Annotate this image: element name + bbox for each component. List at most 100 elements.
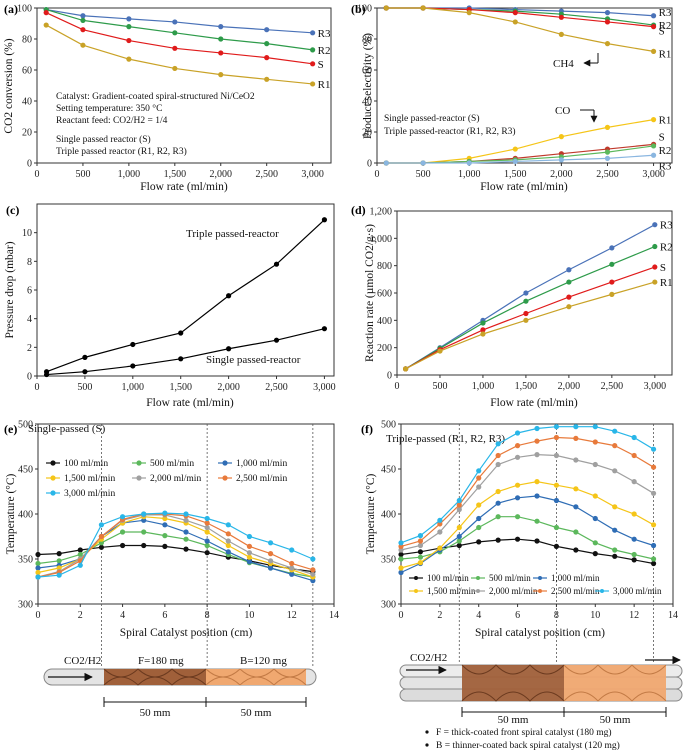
- panel-f-point-100-ml-min: [534, 538, 540, 544]
- panel-f-point-100-ml-min: [612, 553, 618, 559]
- panel-f-span-2: 50 mm: [600, 714, 631, 726]
- panel-b-point-s-ch4: [650, 24, 657, 30]
- panel-b-point-r1-co: [604, 124, 611, 130]
- panel-f-point-2-000-ml-min: [592, 461, 598, 468]
- panel-e-point-100-ml-min: [183, 546, 189, 552]
- panel-e-point-2-500-ml-min: [246, 543, 253, 550]
- panel-f-point-1-000-ml-min: [650, 542, 657, 549]
- panel-f-point-100-ml-min: [476, 539, 482, 545]
- panel-b-series-line-r1-ch4: [386, 7, 654, 52]
- panel-e-point-2-000-ml-min: [289, 565, 295, 571]
- panel-a-point-r1: [126, 56, 132, 62]
- panel-f-point-500-ml-min: [612, 547, 618, 553]
- panel-b-x-tick-label: 2,000: [550, 169, 573, 180]
- panel-e-x-axis-label: Spiral Catalyst position (cm): [120, 627, 253, 639]
- panel-e-point-1-000-ml-min: [289, 571, 295, 577]
- panel-f-dimension-ticks: [461, 707, 667, 717]
- panel-f-point-1-000-ml-min: [631, 536, 637, 542]
- panel-f-y-tick-label: 400: [381, 510, 396, 521]
- panel-e-point-100-ml-min: [98, 544, 105, 550]
- panel-b-point-r3-ch4: [604, 10, 611, 16]
- panel-b-point-r2-co: [604, 149, 611, 155]
- panel-e-point-500-ml-min: [162, 533, 168, 539]
- panel-c-y-tick-label: 10: [22, 228, 32, 239]
- panel-f-point-2-000-ml-min: [650, 490, 657, 496]
- panel-d-point-r1: [566, 304, 572, 310]
- panel-d-point-r3: [566, 267, 572, 273]
- panel-d-series-end-label: R1: [660, 277, 673, 289]
- panel-c-x-tick-label: 0: [35, 382, 40, 393]
- panel-d-x-tick-label: 1,000: [472, 381, 495, 392]
- panel-f-point-1-500-ml-min: [417, 560, 424, 566]
- panel-f-point-3-000-ml-min: [650, 446, 657, 452]
- panel-f-series-line-3-000-ml-min: [400, 426, 654, 544]
- panel-f-point-1-000-ml-min: [476, 515, 482, 522]
- panel-f-point-500-ml-min: [631, 551, 637, 558]
- panel-d-point-r2: [566, 279, 572, 285]
- panel-a-point-s: [126, 37, 132, 44]
- footnote-bullet-1: [425, 730, 429, 734]
- panel-a-y-tick-label: 80: [22, 35, 32, 46]
- panel-f-point-1-000-ml-min: [573, 504, 579, 510]
- panel-f-point-2-500-ml-min: [612, 443, 618, 449]
- panel-c-point-single-passed-reactor: [130, 363, 136, 369]
- panel-e-point-3-000-ml-min: [56, 572, 62, 578]
- panel-f-point-100-ml-min: [650, 560, 657, 567]
- panel-e-point-2-000-ml-min: [225, 538, 231, 544]
- panel-a-point-r2: [80, 17, 86, 23]
- panel-a-series-end-label: R1: [318, 79, 331, 91]
- panel-c-triple-label: Triple passed-reactor: [186, 228, 279, 240]
- panel-a-point-r1: [80, 42, 86, 48]
- panel-e-point-3-000-ml-min: [119, 514, 126, 520]
- panel-a-frame: [36, 7, 332, 164]
- panel-a-annotation-feed: Reactant feed: CO2/H2 = 1/4: [56, 115, 168, 126]
- panel-d-point-s: [480, 327, 486, 333]
- panel-c-point-single-passed-reactor: [321, 326, 328, 332]
- panel-e-reactor-diagram: CO2/H2 F=180 mg B=120 mg 50 mm 50 mm: [43, 655, 317, 719]
- panel-e-y-axis-label: Temperature (°C): [5, 473, 17, 554]
- panel-e-legend-marker: [50, 490, 56, 496]
- panel-b-co-label: CO: [555, 105, 570, 117]
- panel-a-point-r2: [218, 36, 224, 42]
- panel-a-x-tick-label: 3,000: [301, 169, 324, 180]
- panel-c-x-axis-label: Flow rate (ml/min): [146, 397, 234, 409]
- panel-f-gas-label: CO2/H2: [410, 652, 447, 664]
- panel-d-point-r2: [523, 298, 529, 304]
- panel-a-series-end-label: R3: [318, 28, 331, 40]
- panel-b-point-r3-co: [512, 158, 518, 165]
- panel-e-point-1-500-ml-min: [225, 542, 231, 549]
- panel-f-x-axis-label: Spiral catalyst position (cm): [475, 627, 605, 639]
- panel-a-point-s: [310, 61, 316, 67]
- panel-e-x-tick-label: 0: [36, 610, 41, 621]
- panel-e-span-1: 50 mm: [140, 707, 171, 719]
- panel-f-point-500-ml-min: [476, 524, 482, 531]
- panel-f-legend-label: 2,000 ml/min: [489, 586, 538, 596]
- panel-f-series-line-1-000-ml-min: [400, 495, 654, 574]
- panel-a-point-r3: [80, 13, 86, 19]
- panel-f-series-line-500-ml-min: [400, 516, 654, 560]
- panel-d-y-tick-label: 400: [377, 316, 392, 327]
- panel-e-x-tick-label: 6: [162, 610, 167, 621]
- panel-b-point-s-ch4: [558, 14, 564, 20]
- panel-b-point-r1-co: [512, 146, 518, 152]
- panel-f-y-axis-label: Temperature (°C): [365, 473, 377, 554]
- panel-c-point-single-passed-reactor: [82, 369, 88, 375]
- panel-f-x-tick-label: 12: [629, 610, 639, 621]
- panel-a: (a) 0 500 1,000 1,500 2,000 2,500 3,000 0 20 40 60…: [3, 2, 332, 193]
- panel-f-legend-marker: [538, 589, 542, 593]
- panel-f-series-line-2-000-ml-min: [400, 453, 654, 551]
- panel-f-point-2-000-ml-min: [417, 542, 424, 549]
- panel-e-point-500-ml-min: [183, 536, 189, 542]
- panel-b-x-tick-label: 0: [375, 169, 380, 180]
- panel-f-legend-marker: [476, 576, 480, 580]
- panel-d-point-s: [523, 310, 529, 317]
- panel-c-point-single-passed-reactor: [43, 371, 50, 378]
- panel-f-point-2-500-ml-min: [476, 475, 482, 481]
- panel-f-point-100-ml-min: [398, 551, 404, 558]
- panel-e-point-3-000-ml-min: [310, 556, 316, 562]
- panel-e-point-3-000-ml-min: [141, 511, 147, 517]
- panel-d-point-r1: [402, 366, 409, 372]
- panel-f-point-500-ml-min: [456, 538, 462, 544]
- panel-e-back-label: B=120 mg: [240, 655, 287, 667]
- panel-f-point-500-ml-min: [592, 540, 598, 546]
